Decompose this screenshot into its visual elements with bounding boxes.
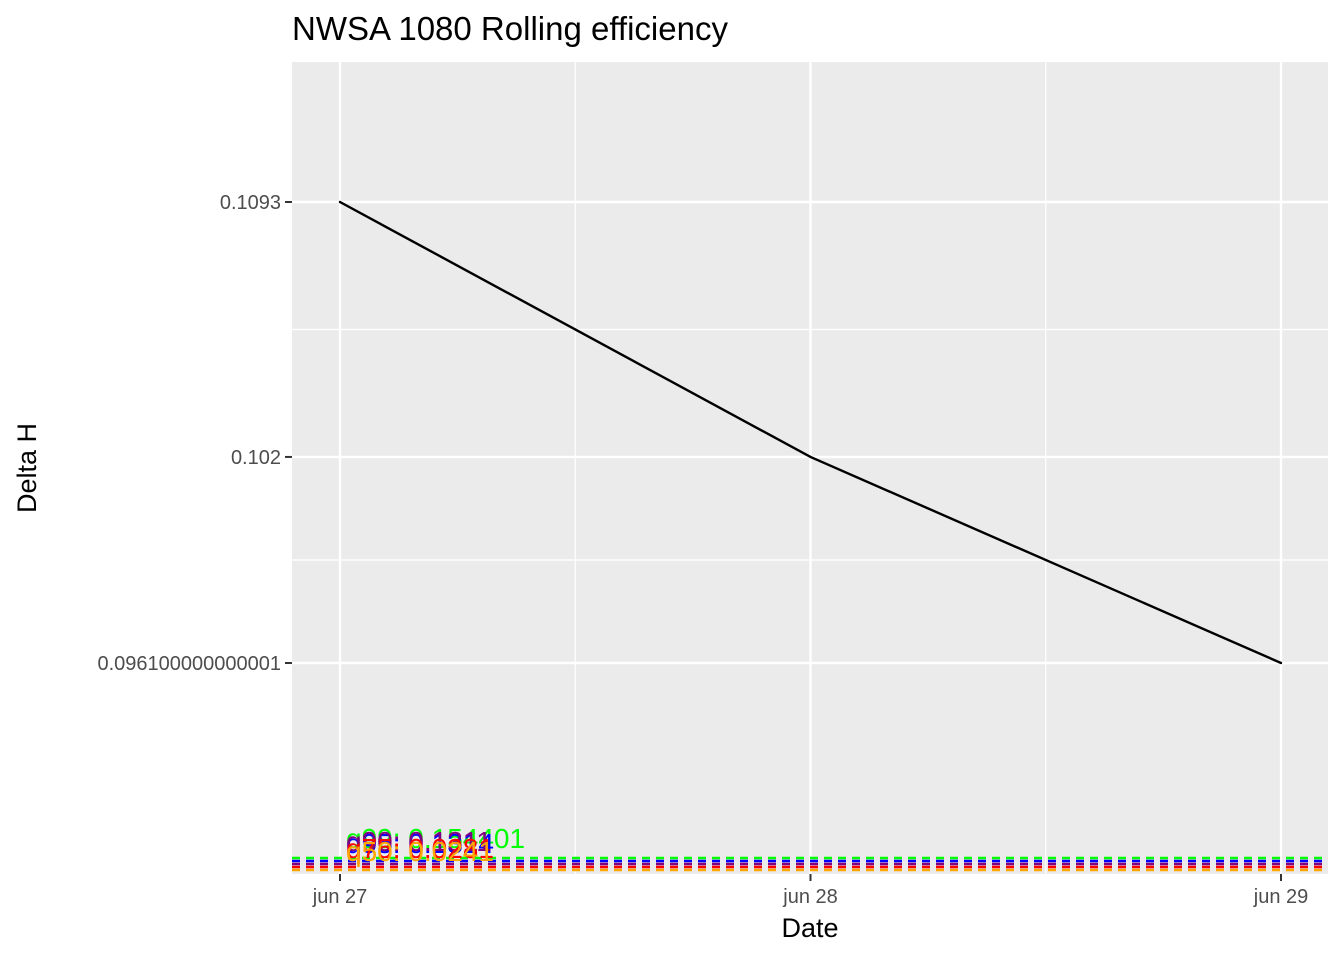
y-tick-label: 0.096100000000001 — [97, 653, 281, 675]
quantile-label: q95: 0.1314 — [346, 828, 494, 859]
x-tick-label: jun 27 — [312, 886, 368, 908]
quantile-lines — [292, 856, 1328, 872]
chart-title: NWSA 1080 Rolling efficiency — [292, 10, 728, 47]
grid-lines — [292, 62, 1328, 874]
x-tick-label: jun 28 — [782, 886, 838, 908]
y-tick-label: 0.1093 — [220, 192, 281, 214]
series-layer — [338, 200, 1283, 665]
y-axis-title: Delta H — [12, 423, 42, 513]
quantile-label: q90: 0.1311 — [346, 826, 492, 857]
x-tick-label: jun 29 — [1253, 886, 1309, 908]
quantile-label: q50: 0.0241 — [346, 836, 494, 867]
series-point — [338, 200, 342, 204]
axes: jun 27 jun 28 jun 29 0.096100000000001 0.102… — [97, 192, 1308, 908]
series-point — [1279, 661, 1283, 665]
x-axis-title: Date — [781, 913, 838, 943]
series-point — [809, 455, 812, 459]
quantile-label: q75: 0.0281 — [346, 833, 494, 864]
quantile-label: q99: 0.154401 — [346, 823, 525, 854]
y-tick-label: 0.102 — [231, 447, 281, 469]
